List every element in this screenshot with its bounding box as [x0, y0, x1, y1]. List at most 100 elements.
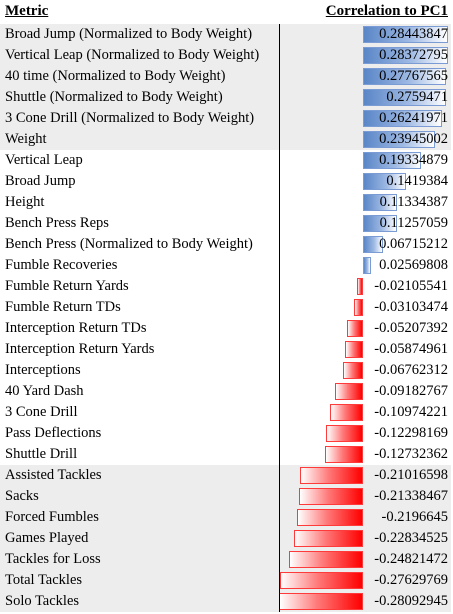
- metric-cell[interactable]: Vertical Leap (Normalized to Body Weight…: [5, 47, 260, 63]
- correlation-cell[interactable]: 0.26241971: [280, 108, 451, 129]
- correlation-cell[interactable]: -0.2196645: [280, 507, 451, 528]
- table-row[interactable]: Broad Jump (Normalized to Body Weight) 0.…: [0, 24, 451, 45]
- table-row[interactable]: Sacks -0.21338467: [0, 486, 451, 507]
- metric-cell[interactable]: Interception Return Yards: [5, 341, 155, 357]
- table-row[interactable]: Games Played -0.22834525: [0, 528, 451, 549]
- table-row[interactable]: Broad Jump 0.1419384: [0, 171, 451, 192]
- correlation-value: -0.09182767: [374, 383, 448, 399]
- table-row[interactable]: Vertical Leap 0.19334879: [0, 150, 451, 171]
- correlation-cell[interactable]: -0.05874961: [280, 339, 451, 360]
- metric-cell[interactable]: Broad Jump (Normalized to Body Weight): [5, 26, 253, 42]
- table-row[interactable]: 3 Cone Drill (Normalized to Body Weight)…: [0, 108, 451, 129]
- correlation-value: 0.26241971: [379, 110, 448, 126]
- table-row[interactable]: Interception Return Yards -0.05874961: [0, 339, 451, 360]
- table-row[interactable]: Height 0.11334387: [0, 192, 451, 213]
- metric-column-header[interactable]: Metric: [5, 3, 49, 19]
- metric-cell[interactable]: Shuttle Drill: [5, 446, 78, 462]
- metric-cell[interactable]: Total Tackles: [5, 572, 83, 588]
- table-row[interactable]: Interception Return TDs -0.05207392: [0, 318, 451, 339]
- table-row[interactable]: Fumble Return Yards -0.02105541: [0, 276, 451, 297]
- correlation-cell[interactable]: -0.09182767: [280, 381, 451, 402]
- correlation-cell[interactable]: 0.06715212: [280, 234, 451, 255]
- correlation-cell[interactable]: -0.12732362: [280, 444, 451, 465]
- correlation-cell[interactable]: -0.27629769: [280, 570, 451, 591]
- metric-cell[interactable]: Fumble Return Yards: [5, 278, 129, 294]
- table-row[interactable]: Weight 0.23945002: [0, 129, 451, 150]
- correlation-cell[interactable]: -0.28092945: [278, 591, 451, 612]
- metric-cell[interactable]: Bench Press Reps: [5, 215, 109, 231]
- table-row[interactable]: Assisted Tackles -0.21016598: [0, 465, 451, 486]
- table-row[interactable]: Shuttle (Normalized to Body Weight) 0.275…: [0, 87, 451, 108]
- correlation-cell[interactable]: -0.21338467: [280, 486, 451, 507]
- metric-cell[interactable]: Forced Fumbles: [5, 509, 99, 525]
- metric-cell[interactable]: Interception Return TDs: [5, 320, 147, 336]
- metric-cell[interactable]: 3 Cone Drill (Normalized to Body Weight): [5, 110, 255, 126]
- correlation-cell[interactable]: 0.23945002: [280, 129, 451, 150]
- correlation-cell[interactable]: -0.12298169: [280, 423, 451, 444]
- table-row[interactable]: Total Tackles -0.27629769: [0, 570, 451, 591]
- metric-cell[interactable]: Fumble Return TDs: [5, 299, 121, 315]
- metric-cell[interactable]: Height: [5, 194, 45, 210]
- correlation-cell[interactable]: 0.28372795: [280, 45, 451, 66]
- correlation-cell[interactable]: -0.05207392: [280, 318, 451, 339]
- header-row: Metric Correlation to PC1: [0, 0, 451, 24]
- table-row[interactable]: 40 time (Normalized to Body Weight) 0.277…: [0, 66, 451, 87]
- correlation-cell[interactable]: 0.27767565: [280, 66, 451, 87]
- table-row[interactable]: Fumble Return TDs -0.03103474: [0, 297, 451, 318]
- correlation-cell[interactable]: -0.24821472: [280, 549, 451, 570]
- metric-cell[interactable]: 40 Yard Dash: [5, 383, 84, 399]
- table-row[interactable]: Bench Press Reps 0.11257059: [0, 213, 451, 234]
- table-row[interactable]: Interceptions -0.06762312: [0, 360, 451, 381]
- table-row[interactable]: Bench Press (Normalized to Body Weight) 0…: [0, 234, 451, 255]
- correlation-cell[interactable]: -0.02105541: [280, 276, 451, 297]
- correlation-value: -0.05874961: [374, 341, 448, 357]
- correlation-value: -0.12298169: [374, 425, 448, 441]
- metric-cell[interactable]: Weight: [5, 131, 47, 147]
- table-row[interactable]: 40 Yard Dash -0.09182767: [0, 381, 451, 402]
- correlation-cell[interactable]: -0.03103474: [280, 297, 451, 318]
- correlation-value: -0.12732362: [374, 446, 448, 462]
- correlation-cell[interactable]: -0.22834525: [280, 528, 451, 549]
- metric-cell[interactable]: 40 time (Normalized to Body Weight): [5, 68, 226, 84]
- correlation-cell[interactable]: 0.11257059: [280, 213, 451, 234]
- metric-cell[interactable]: Bench Press (Normalized to Body Weight): [5, 236, 253, 252]
- correlation-cell[interactable]: 0.02569808: [280, 255, 451, 276]
- correlation-column-header[interactable]: Correlation to PC1: [325, 3, 448, 19]
- data-bar: [363, 215, 397, 232]
- table-row[interactable]: Forced Fumbles -0.2196645: [0, 507, 451, 528]
- correlation-value: 0.19334879: [379, 152, 448, 168]
- metric-cell[interactable]: Fumble Recoveries: [5, 257, 118, 273]
- correlation-cell[interactable]: -0.06762312: [280, 360, 451, 381]
- table-row[interactable]: Tackles for Loss -0.24821472: [0, 549, 451, 570]
- metric-cell[interactable]: Interceptions: [5, 362, 81, 378]
- data-bar: [363, 89, 446, 106]
- metric-cell[interactable]: Games Played: [5, 530, 89, 546]
- correlation-value: 0.1419384: [386, 173, 448, 189]
- metric-cell[interactable]: Tackles for Loss: [5, 551, 101, 567]
- table-row[interactable]: Vertical Leap (Normalized to Body Weight…: [0, 45, 451, 66]
- correlation-cell[interactable]: 0.19334879: [280, 150, 451, 171]
- metric-cell[interactable]: Assisted Tackles: [5, 467, 102, 483]
- table-row[interactable]: Pass Deflections -0.12298169: [0, 423, 451, 444]
- metric-cell[interactable]: Broad Jump: [5, 173, 76, 189]
- metric-cell[interactable]: 3 Cone Drill: [5, 404, 78, 420]
- table-row[interactable]: Solo Tackles -0.28092945: [0, 591, 451, 612]
- correlation-cell[interactable]: 0.28443847: [280, 24, 451, 45]
- metric-cell[interactable]: Pass Deflections: [5, 425, 102, 441]
- table-row[interactable]: 3 Cone Drill -0.10974221: [0, 402, 451, 423]
- table-row[interactable]: Shuttle Drill -0.12732362: [0, 444, 451, 465]
- table-row[interactable]: Fumble Recoveries 0.02569808: [0, 255, 451, 276]
- data-bar: [280, 572, 363, 589]
- metric-cell[interactable]: Shuttle (Normalized to Body Weight): [5, 89, 223, 105]
- correlation-value: -0.06762312: [374, 362, 448, 378]
- correlation-cell[interactable]: -0.21016598: [280, 465, 451, 486]
- correlation-cell[interactable]: -0.10974221: [280, 402, 451, 423]
- correlation-cell[interactable]: 0.1419384: [280, 171, 451, 192]
- metric-cell[interactable]: Sacks: [5, 488, 39, 504]
- correlation-value: -0.21016598: [374, 467, 448, 483]
- metric-cell[interactable]: Vertical Leap: [5, 152, 83, 168]
- data-bar: [347, 320, 363, 337]
- correlation-cell[interactable]: 0.2759471: [280, 87, 451, 108]
- correlation-cell[interactable]: 0.11334387: [280, 192, 451, 213]
- metric-cell[interactable]: Solo Tackles: [5, 593, 80, 609]
